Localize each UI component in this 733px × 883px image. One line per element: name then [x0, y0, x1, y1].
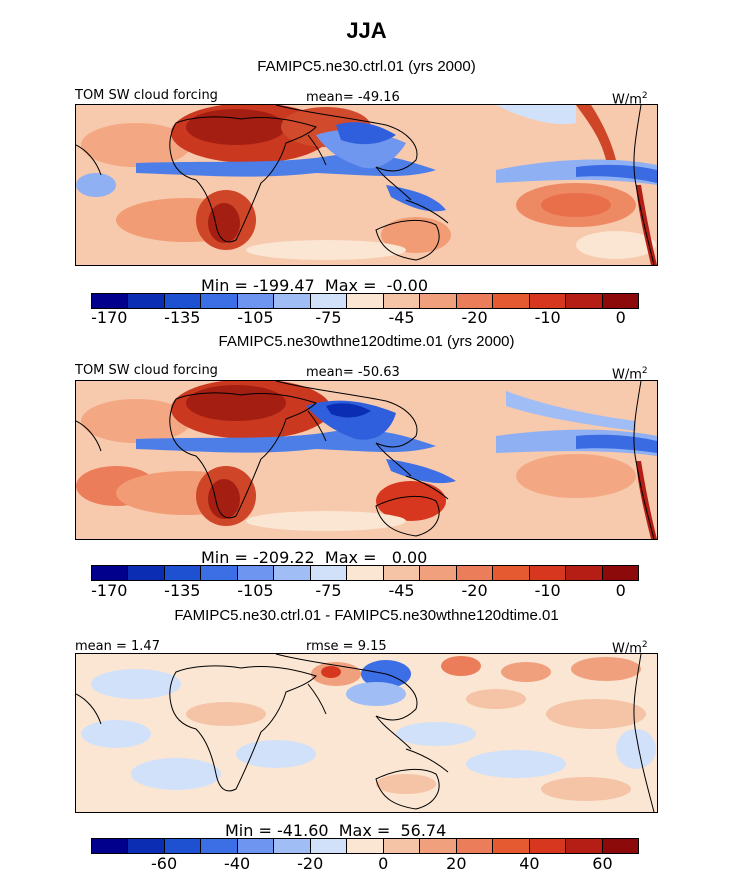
panel-2-title: FAMIPC5.ne30wthne120dtime.01 (yrs 2000): [218, 333, 515, 350]
colorbar-swatch: [456, 566, 494, 580]
colorbar-tick-label: -170: [91, 581, 128, 600]
colorbar-tick-label: -105: [237, 308, 274, 327]
colorbar-swatch: [164, 294, 202, 308]
panel-1-units: W/m2: [612, 91, 648, 108]
panel-2-colorbar: [91, 565, 639, 581]
colorbar-swatch: [420, 294, 457, 308]
colorbar-swatch: [310, 294, 348, 308]
colorbar-swatch: [128, 566, 165, 580]
colorbar-swatch: [92, 839, 129, 853]
panel-3-map: [75, 653, 658, 813]
colorbar-swatch: [164, 839, 202, 853]
panel-1-colorbar: [91, 293, 639, 309]
panel-1-map: [75, 104, 658, 266]
colorbar-swatch: [493, 566, 530, 580]
colorbar-tick-label: -20: [461, 581, 488, 600]
panel-2-mean-label: mean= -50.63: [306, 365, 400, 380]
colorbar-tick-label: 0: [378, 854, 389, 873]
colorbar-tick-label: -45: [388, 581, 415, 600]
colorbar-swatch: [201, 566, 238, 580]
panel-2-map: [75, 380, 658, 540]
colorbar-tick-label: -40: [224, 854, 251, 873]
colorbar-swatch: [347, 566, 384, 580]
colorbar-swatch: [456, 839, 494, 853]
colorbar-tick-label: -20: [461, 308, 488, 327]
colorbar-swatch: [310, 566, 348, 580]
panel-1-mean-label: mean= -49.16: [306, 90, 400, 105]
panel-3-minmax: Min = -41.60 Max = 56.74: [225, 821, 447, 840]
panel-3-colorbar: [91, 838, 639, 854]
colorbar-swatch: [274, 839, 311, 853]
colorbar-swatch: [310, 839, 348, 853]
colorbar-swatch: [347, 839, 384, 853]
panel-3-mean-label: mean = 1.47: [75, 639, 160, 654]
colorbar-swatch: [456, 294, 494, 308]
colorbar-swatch: [529, 294, 567, 308]
colorbar-tick-label: -135: [164, 308, 201, 327]
colorbar-swatch: [602, 566, 639, 580]
colorbar-swatch: [201, 839, 238, 853]
colorbar-swatch: [602, 294, 639, 308]
panel-2-colorbar-ticks: -170 -135 -105 -75 -45 -20 -10 0: [91, 582, 639, 602]
colorbar-swatch: [201, 294, 238, 308]
colorbar-tick-label: -75: [315, 308, 342, 327]
colorbar-tick-label: -105: [237, 581, 274, 600]
colorbar-swatch: [383, 294, 421, 308]
panel-3-units: W/m2: [612, 640, 648, 657]
colorbar-tick-label: -170: [91, 308, 128, 327]
colorbar-tick-label: 0: [615, 581, 626, 600]
colorbar-tick-label: 60: [592, 854, 613, 873]
panel-1-colorbar-ticks: -170 -135 -105 -75 -45 -20 -10 0: [91, 309, 639, 329]
colorbar-swatch: [529, 839, 567, 853]
colorbar-swatch: [493, 294, 530, 308]
panel-3-colorbar-ticks: -60 -40 -20 0 20 40 60: [91, 855, 639, 875]
colorbar-tick-label: -75: [315, 581, 342, 600]
colorbar-swatch: [347, 294, 384, 308]
colorbar-swatch: [529, 566, 567, 580]
panel-2-map-field: [76, 381, 657, 539]
colorbar-tick-label: -10: [534, 581, 561, 600]
colorbar-tick-label: -10: [534, 308, 561, 327]
panel-2-variable-label: TOM SW cloud forcing: [75, 363, 218, 378]
colorbar-swatch: [383, 566, 421, 580]
panel-3-map-field: [76, 654, 657, 812]
figure-title: JJA: [346, 18, 387, 43]
colorbar-swatch: [92, 294, 129, 308]
colorbar-tick-label: -60: [150, 854, 178, 873]
colorbar-tick-label: -20: [297, 854, 324, 873]
colorbar-tick-label: 40: [519, 854, 540, 873]
colorbar-swatch: [128, 294, 165, 308]
colorbar-swatch: [274, 294, 311, 308]
panel-1-map-field: [76, 105, 657, 265]
colorbar-tick-label: -135: [164, 581, 201, 600]
colorbar-swatch: [383, 839, 421, 853]
colorbar-tick-label: -45: [388, 308, 415, 327]
colorbar-swatch: [164, 566, 202, 580]
colorbar-swatch: [128, 839, 165, 853]
colorbar-tick-label: 20: [446, 854, 467, 873]
panel-2-units: W/m2: [612, 366, 648, 383]
colorbar-swatch: [274, 566, 311, 580]
panel-3-rmse-label: rmse = 9.15: [306, 639, 387, 654]
colorbar-swatch: [237, 839, 275, 853]
colorbar-swatch: [420, 839, 457, 853]
panel-1-minmax: Min = -199.47 Max = -0.00: [201, 276, 429, 295]
colorbar-swatch: [566, 294, 603, 308]
colorbar-swatch: [566, 566, 603, 580]
colorbar-swatch: [92, 566, 129, 580]
colorbar-swatch: [420, 566, 457, 580]
colorbar-swatch: [237, 294, 275, 308]
colorbar-swatch: [237, 566, 275, 580]
panel-3-title: FAMIPC5.ne30.ctrl.01 - FAMIPC5.ne30wthne…: [174, 607, 559, 624]
panel-1-variable-label: TOM SW cloud forcing: [75, 88, 218, 103]
colorbar-swatch: [566, 839, 603, 853]
panel-2-minmax: Min = -209.22 Max = 0.00: [201, 548, 428, 567]
colorbar-swatch: [493, 839, 530, 853]
panel-1-title: FAMIPC5.ne30.ctrl.01 (yrs 2000): [257, 58, 476, 75]
colorbar-tick-label: 0: [615, 308, 626, 327]
colorbar-swatch: [602, 839, 639, 853]
